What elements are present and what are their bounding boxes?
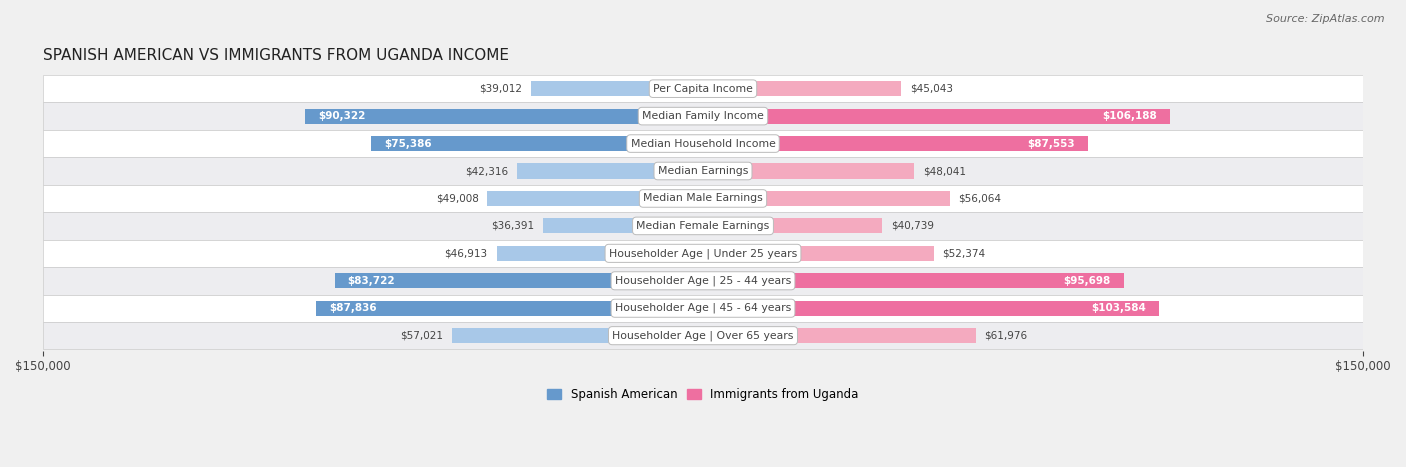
Text: $49,008: $49,008 (436, 193, 478, 204)
Bar (42, 267, 1364, 295)
Bar (531, 81, 703, 96)
Bar (488, 191, 703, 206)
Text: $87,553: $87,553 (1028, 139, 1076, 149)
Text: $57,021: $57,021 (401, 331, 443, 341)
Text: Per Capita Income: Per Capita Income (652, 84, 754, 94)
Bar (703, 81, 901, 96)
Text: $42,316: $42,316 (465, 166, 508, 176)
Text: Median Household Income: Median Household Income (630, 139, 776, 149)
Text: SPANISH AMERICAN VS IMMIGRANTS FROM UGANDA INCOME: SPANISH AMERICAN VS IMMIGRANTS FROM UGAN… (42, 48, 509, 63)
Bar (42, 212, 1364, 240)
Text: Householder Age | 25 - 44 years: Householder Age | 25 - 44 years (614, 276, 792, 286)
Bar (453, 328, 703, 343)
Bar (703, 163, 914, 178)
Bar (42, 185, 1364, 212)
Bar (42, 157, 1364, 185)
Bar (703, 191, 949, 206)
Bar (42, 295, 1364, 322)
Bar (42, 240, 1364, 267)
Bar (703, 273, 1125, 288)
Bar (703, 136, 1088, 151)
Text: Median Earnings: Median Earnings (658, 166, 748, 176)
Text: $48,041: $48,041 (924, 166, 966, 176)
Bar (517, 163, 703, 178)
Text: $39,012: $39,012 (479, 84, 523, 94)
Bar (42, 130, 1364, 157)
Text: $36,391: $36,391 (491, 221, 534, 231)
Text: Householder Age | Over 65 years: Householder Age | Over 65 years (612, 331, 794, 341)
Text: $40,739: $40,739 (891, 221, 934, 231)
Text: $103,584: $103,584 (1091, 303, 1146, 313)
Text: Source: ZipAtlas.com: Source: ZipAtlas.com (1267, 14, 1385, 24)
Bar (703, 219, 883, 234)
Bar (316, 301, 703, 316)
Text: $90,322: $90,322 (319, 111, 366, 121)
Text: $87,836: $87,836 (329, 303, 377, 313)
Bar (543, 219, 703, 234)
Text: Median Female Earnings: Median Female Earnings (637, 221, 769, 231)
Legend: Spanish American, Immigrants from Uganda: Spanish American, Immigrants from Uganda (543, 383, 863, 406)
Text: $61,976: $61,976 (984, 331, 1028, 341)
Bar (42, 75, 1364, 102)
Text: $75,386: $75,386 (384, 139, 432, 149)
Bar (42, 322, 1364, 349)
Bar (305, 108, 703, 124)
Text: $45,043: $45,043 (910, 84, 953, 94)
Text: $106,188: $106,188 (1102, 111, 1157, 121)
Bar (496, 246, 703, 261)
Text: $95,698: $95,698 (1064, 276, 1111, 286)
Text: Householder Age | Under 25 years: Householder Age | Under 25 years (609, 248, 797, 259)
Text: $46,913: $46,913 (444, 248, 488, 258)
Bar (371, 136, 703, 151)
Bar (703, 301, 1159, 316)
Bar (703, 108, 1170, 124)
Text: $83,722: $83,722 (347, 276, 395, 286)
Bar (703, 246, 934, 261)
Text: $56,064: $56,064 (959, 193, 1001, 204)
Text: Householder Age | 45 - 64 years: Householder Age | 45 - 64 years (614, 303, 792, 313)
Bar (335, 273, 703, 288)
Text: Median Family Income: Median Family Income (643, 111, 763, 121)
Text: $52,374: $52,374 (942, 248, 986, 258)
Bar (703, 328, 976, 343)
Text: Median Male Earnings: Median Male Earnings (643, 193, 763, 204)
Bar (42, 102, 1364, 130)
